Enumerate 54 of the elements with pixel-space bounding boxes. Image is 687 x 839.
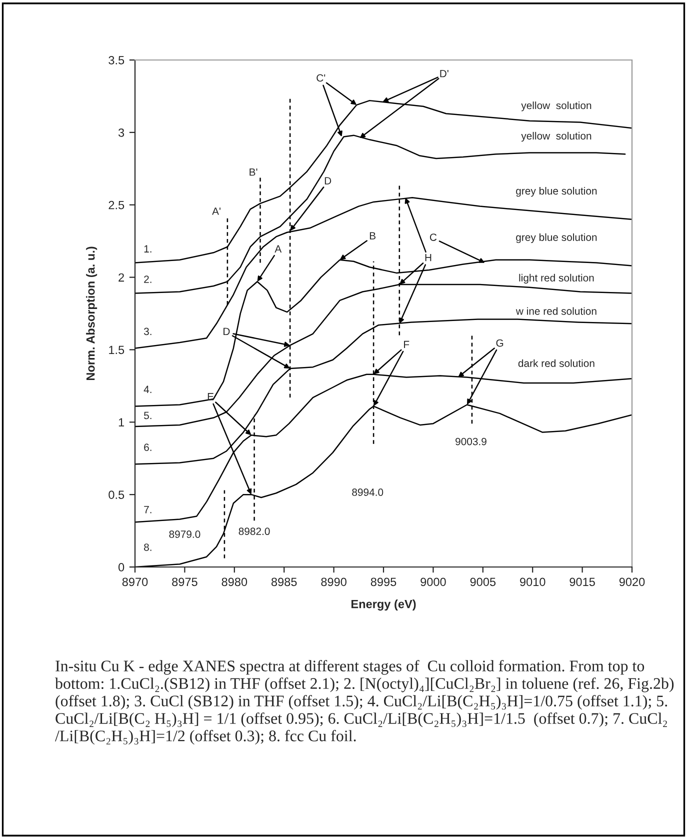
x-tick-label: 9015 xyxy=(570,578,595,586)
annotation: H xyxy=(425,254,432,262)
y-tick-label: 2.5 xyxy=(108,200,124,210)
annotation: yellow solution xyxy=(521,102,592,112)
x-tick-label: 9010 xyxy=(520,578,546,586)
x-tick-label: 9000 xyxy=(420,578,446,586)
annotation: 2. xyxy=(144,276,152,283)
x-tick-label: 8980 xyxy=(222,578,248,586)
y-tick-label: 0.5 xyxy=(108,490,124,499)
y-tick-label: 3 xyxy=(118,128,124,137)
annotation: light red solution xyxy=(519,274,594,284)
annotation: grey blue solution xyxy=(516,233,597,244)
annotation: C xyxy=(430,234,437,241)
annotation: F xyxy=(404,340,410,348)
annotation: 6. xyxy=(144,444,152,452)
annotation: D' xyxy=(440,70,448,78)
annotation: dark red solution xyxy=(518,359,594,367)
annotation: E xyxy=(208,393,214,400)
annotation: B' xyxy=(250,168,258,176)
x-tick-label: 8970 xyxy=(122,578,148,586)
annotation: yellow solution xyxy=(521,132,592,142)
annotation: 5. xyxy=(144,412,152,420)
y-tick-label: 2 xyxy=(118,273,124,282)
annotation: G xyxy=(496,339,504,347)
annotation: 3. xyxy=(144,328,152,336)
x-tick-label: 9020 xyxy=(619,578,645,586)
y-axis-title: Norm. Absorption (a. u.) xyxy=(86,246,98,380)
annotation: C' xyxy=(316,74,326,82)
annotation: 8. xyxy=(144,544,152,551)
annotation: A' xyxy=(212,208,220,215)
x-tick-label: 8975 xyxy=(172,578,198,586)
x-tick-label: 8985 xyxy=(271,578,297,586)
annotation: 4. xyxy=(144,386,152,393)
y-tick-label: 0 xyxy=(118,563,124,572)
annotation: 7. xyxy=(144,506,152,514)
x-tick-label: 8990 xyxy=(321,578,346,586)
annotation: 9003.9 xyxy=(456,438,486,446)
annotation: D xyxy=(224,328,230,336)
annotation: A xyxy=(274,245,282,252)
annotation: 8994.0 xyxy=(352,488,384,496)
annotation: w ine red solution xyxy=(516,307,596,315)
annotation: 8979.0 xyxy=(169,530,200,538)
annotation: 8982.0 xyxy=(238,528,270,536)
x-axis-title: Energy (eV) xyxy=(351,600,416,611)
x-tick-label: 9005 xyxy=(470,578,496,586)
y-tick-label: 1.5 xyxy=(109,346,124,354)
annotation: B xyxy=(370,232,376,240)
x-tick-label: 8995 xyxy=(370,578,396,586)
y-tick-label: 1 xyxy=(118,418,124,426)
annotation: D xyxy=(324,177,332,184)
y-tick-label: 3.5 xyxy=(108,56,124,64)
annotation: 1. xyxy=(144,245,152,252)
annotation: grey blue solution xyxy=(516,186,597,197)
text: In-situ Cu K - edge XANES spectra at different stages of Cu colloid formation. From top to bottom: 1.CuCl₂.(SB12) in THF (offset 2.1); 2. [N(octyl)₄][CuCl₂Br₂] in toluene (ref. 26, Fig.2b) (offset 1.8); 3. CuCl (SB12) in THF (offset 1.5); 4. CuCl₂/Li[B(C₂H₅)₃H]=1/0.75 (offset 1.1); 5. CuCl₂/Li[B(C₂ H₅)₃H] = 1/1 (offset 0.95); 6. CuCl₂/Li[B(C₂H₅)₃H]=1/1.5 (offset 0.7); 7. CuCl₂ /Li[B(C₂H₅)₃H]=1/2 (offset 0.3); 8. fcc Cu foil. xyxy=(55,660,674,745)
